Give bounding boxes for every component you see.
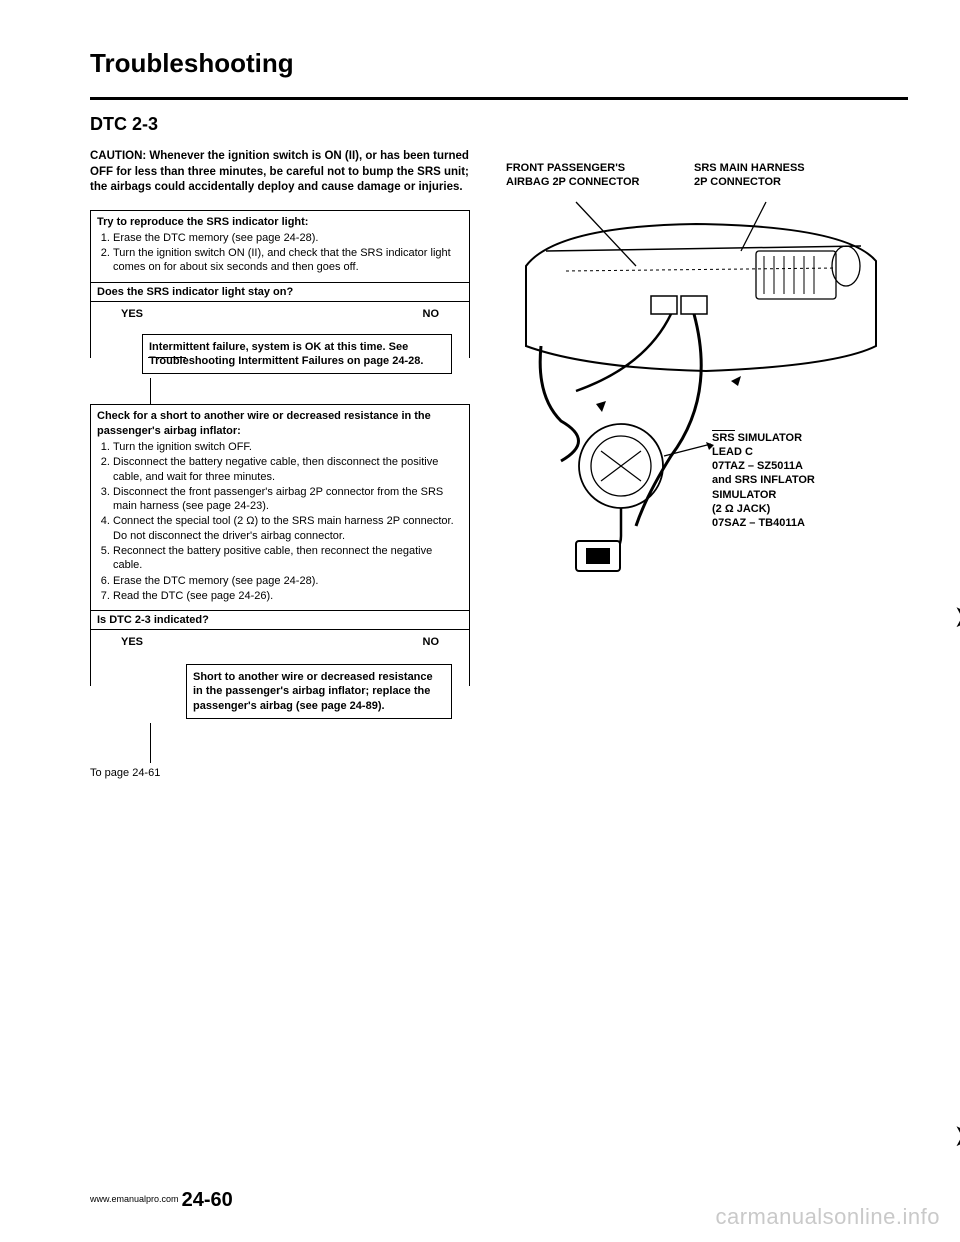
watermark: carmanualsonline.info [715, 1204, 940, 1230]
page-number: 24-60 [182, 1189, 233, 1211]
list-item: Erase the DTC memory (see page 24-28). [113, 231, 463, 245]
list-item: Disconnect the front passenger's airbag … [113, 485, 463, 514]
flow-box-list: Erase the DTC memory (see page 24-28). T… [113, 231, 463, 275]
diagram-callout: SRS SIMULATOR LEAD C 07TAZ – SZ5011A and… [712, 431, 882, 531]
no-label: NO [423, 636, 440, 648]
tab-arrow-icon: ➤ [955, 600, 960, 633]
list-item: Read the DTC (see page 24-26). [113, 589, 463, 603]
list-item: Reconnect the battery positive cable, th… [113, 544, 463, 573]
title-rule [90, 97, 908, 100]
right-column: FRONT PASSENGER'SAIRBAG 2P CONNECTOR SRS… [506, 114, 908, 779]
diagram-label-right: SRS MAIN HARNESS2P CONNECTOR [694, 162, 854, 190]
flow-connector [150, 378, 151, 404]
flow-box-check-short: Check for a short to another wire or dec… [90, 404, 470, 611]
page-footer: www.emanualpro.com 24-60 [90, 1189, 233, 1212]
left-column: DTC 2-3 CAUTION: Whenever the ignition s… [90, 114, 470, 779]
flow-box-lead: Try to reproduce the SRS indicator light… [97, 215, 463, 229]
tab-arrow-icon: ➤ [955, 1119, 960, 1152]
footer-site: www.emanualpro.com [90, 1194, 179, 1204]
flow-question: Does the SRS indicator light stay on? [90, 283, 470, 302]
list-item: Erase the DTC memory (see page 24-28). [113, 574, 463, 588]
wiring-diagram: SRS SIMULATOR LEAD C 07TAZ – SZ5011A and… [506, 196, 906, 576]
flow-box-reproduce: Try to reproduce the SRS indicator light… [90, 210, 470, 283]
list-item: Turn the ignition switch ON (II), and ch… [113, 246, 463, 275]
flow-connector [150, 723, 151, 763]
list-item: Disconnect the battery negative cable, t… [113, 455, 463, 484]
flow-result-intermittent: Intermittent failure, system is OK at th… [142, 334, 452, 375]
flow-box-lead: Check for a short to another wire or dec… [97, 409, 463, 438]
yes-label: YES [121, 308, 143, 320]
no-label: NO [423, 308, 440, 320]
page-title: Troubleshooting [90, 48, 908, 79]
dtc-heading: DTC 2-3 [90, 114, 470, 135]
flow-result-short: Short to another wire or decreased resis… [186, 664, 452, 719]
flow-box-list: Turn the ignition switch OFF. Disconnect… [113, 440, 463, 603]
diagram-label-left: FRONT PASSENGER'SAIRBAG 2P CONNECTOR [506, 162, 666, 190]
list-item: Connect the special tool (2 Ω) to the SR… [113, 514, 463, 543]
caution-text: CAUTION: Whenever the ignition switch is… [90, 149, 470, 196]
list-item: Turn the ignition switch OFF. [113, 440, 463, 454]
to-page-label: To page 24-61 [90, 767, 470, 779]
flow-question: Is DTC 2-3 indicated? [90, 611, 470, 630]
yes-label: YES [121, 636, 143, 648]
